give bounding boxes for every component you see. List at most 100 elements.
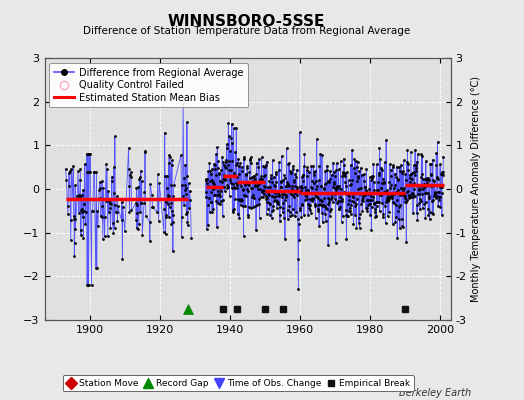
Point bbox=[411, 193, 419, 199]
Point bbox=[268, 179, 276, 185]
Point bbox=[344, 201, 353, 208]
Point bbox=[78, 206, 86, 212]
Point bbox=[287, 168, 295, 175]
Point bbox=[378, 167, 387, 173]
Point bbox=[394, 187, 402, 193]
Point bbox=[248, 193, 256, 200]
Point bbox=[294, 236, 303, 243]
Point bbox=[244, 188, 253, 194]
Point bbox=[240, 192, 248, 198]
Point bbox=[421, 215, 430, 221]
Point bbox=[346, 208, 354, 214]
Point bbox=[282, 183, 291, 189]
Point bbox=[260, 188, 269, 194]
Point bbox=[331, 185, 340, 192]
Point bbox=[364, 197, 372, 203]
Point bbox=[335, 198, 344, 204]
Point bbox=[235, 179, 244, 185]
Point bbox=[325, 199, 333, 206]
Point bbox=[396, 202, 404, 209]
Point bbox=[245, 175, 254, 182]
Point bbox=[405, 179, 413, 185]
Point bbox=[65, 182, 73, 189]
Point bbox=[258, 188, 267, 194]
Point bbox=[132, 216, 140, 223]
Point bbox=[326, 213, 334, 220]
Point bbox=[278, 153, 286, 159]
Point bbox=[290, 194, 299, 200]
Point bbox=[378, 200, 386, 206]
Point bbox=[386, 185, 394, 191]
Point bbox=[294, 221, 303, 227]
Point bbox=[234, 156, 243, 162]
Point bbox=[385, 209, 393, 216]
Point bbox=[370, 206, 379, 212]
Point bbox=[402, 176, 410, 183]
Point bbox=[253, 182, 261, 189]
Point bbox=[84, 282, 93, 288]
Point bbox=[342, 183, 350, 189]
Point bbox=[270, 190, 279, 196]
Point bbox=[219, 176, 227, 182]
Point bbox=[359, 190, 368, 196]
Point bbox=[254, 182, 262, 188]
Point bbox=[165, 152, 173, 158]
Point bbox=[215, 193, 224, 200]
Point bbox=[71, 182, 79, 188]
Point bbox=[297, 185, 305, 191]
Point bbox=[207, 188, 215, 195]
Point bbox=[315, 222, 323, 229]
Point bbox=[323, 167, 331, 173]
Point bbox=[236, 160, 245, 166]
Point bbox=[381, 188, 390, 194]
Point bbox=[88, 282, 96, 288]
Point bbox=[329, 159, 337, 166]
Point bbox=[316, 150, 324, 157]
Point bbox=[368, 197, 376, 203]
Point bbox=[343, 213, 351, 219]
Point bbox=[419, 181, 428, 187]
Point bbox=[207, 171, 215, 178]
Point bbox=[223, 182, 232, 188]
Point bbox=[400, 184, 408, 191]
Point bbox=[82, 151, 91, 157]
Point bbox=[322, 206, 331, 212]
Point bbox=[183, 222, 192, 229]
Point bbox=[227, 135, 235, 141]
Point bbox=[317, 202, 325, 208]
Point bbox=[136, 209, 145, 216]
Point bbox=[231, 149, 239, 155]
Point bbox=[71, 216, 79, 222]
Point bbox=[203, 183, 212, 189]
Point bbox=[357, 184, 365, 191]
Point bbox=[70, 215, 78, 222]
Point bbox=[286, 168, 294, 174]
Point bbox=[330, 179, 338, 185]
Point bbox=[281, 183, 290, 190]
Point bbox=[432, 174, 441, 181]
Point bbox=[241, 181, 249, 187]
Point bbox=[276, 204, 285, 210]
Point bbox=[336, 204, 345, 210]
Point bbox=[311, 201, 319, 208]
Point bbox=[165, 214, 173, 220]
Point bbox=[417, 174, 425, 181]
Point bbox=[325, 196, 333, 202]
Point bbox=[257, 173, 266, 179]
Point bbox=[232, 161, 240, 168]
Point bbox=[378, 180, 386, 186]
Y-axis label: Monthly Temperature Anomaly Difference (°C): Monthly Temperature Anomaly Difference (… bbox=[471, 76, 481, 302]
Point bbox=[407, 194, 416, 201]
Point bbox=[259, 194, 267, 200]
Point bbox=[90, 168, 99, 175]
Point bbox=[211, 166, 219, 172]
Point bbox=[309, 191, 318, 198]
Point bbox=[332, 200, 341, 206]
Point bbox=[286, 209, 294, 215]
Point bbox=[312, 178, 320, 184]
Point bbox=[373, 161, 381, 168]
Point bbox=[400, 190, 408, 197]
Point bbox=[110, 189, 118, 196]
Point bbox=[294, 286, 302, 293]
Point bbox=[434, 176, 442, 182]
